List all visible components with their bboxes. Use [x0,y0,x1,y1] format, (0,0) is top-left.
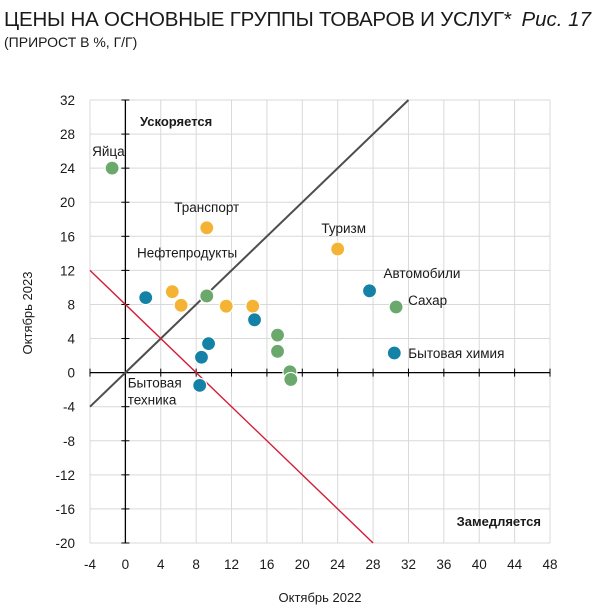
data-point [245,298,261,314]
figure-label: Рис. 17 [521,8,591,31]
x-tick-label: 28 [366,557,381,572]
point-label: Нефтепродукты [137,245,237,260]
data-point [283,371,299,388]
grid [89,99,551,544]
point-label: Автомобили [384,266,461,281]
y-tick-label: -4 [63,400,75,415]
chart-subtitle: (ПРИРОСТ В %, Г/Г) [4,34,138,50]
data-point [361,283,378,299]
tick-labels: -4 0 4 8 12 16 20 24 28 32 36 40 44 48-20-16-12-8-404… [55,93,557,572]
axes [89,99,551,544]
x-tick-label: 8 [192,557,200,572]
y-tick-label: 28 [60,127,75,142]
x-tick-label: 32 [401,557,416,572]
y-tick-label: 16 [60,229,75,244]
x-tick-label: 44 [507,557,523,572]
x-tick-label: 40 [472,557,487,572]
x-tick-label: 20 [295,557,310,572]
data-point [199,220,215,236]
point-label: Туризм [321,221,366,236]
x-tick-label: -4 [84,557,96,572]
data-point [388,299,404,315]
chart-title: ЦЕНЫ НА ОСНОВНЫЕ ГРУППЫ ТОВАРОВ И УСЛУГ* [4,8,512,31]
data-point [199,288,215,304]
x-tick-label: 16 [259,557,274,572]
y-tick-label: 4 [67,332,75,347]
data-point [269,343,286,359]
region-label-lower: Замедляется [457,514,541,529]
y-tick-label: -16 [55,502,75,517]
x-tick-label: 0 [122,557,130,572]
y-tick-label: 20 [60,195,75,210]
x-tick-label: 4 [157,557,165,572]
y-tick-label: 0 [67,366,75,381]
reference-line-red [89,269,374,544]
data-point [193,349,210,365]
data-points [104,160,404,393]
data-point [173,297,189,313]
point-label: Яйца [92,144,125,159]
y-tick-label: -12 [55,468,75,483]
region-label-upper: Ускоряется [140,114,212,129]
data-point [104,160,120,176]
x-tick-label: 36 [436,557,451,572]
y-tick-label: -20 [55,536,75,551]
data-point [246,312,263,328]
data-point [200,336,217,352]
y-tick-label: -8 [63,434,75,449]
x-axis-label: Октябрь 2022 [279,590,362,605]
y-tick-label: 12 [60,263,75,278]
reference-lines [89,99,410,544]
y-tick-label: 8 [67,297,75,312]
point-labels: Яйца Транспорт Туризм Нефтепродукты Бытовая т… [92,144,504,407]
point-label: Бытовая техника [128,375,182,407]
data-point [138,290,154,306]
y-tick-label: 24 [60,161,76,176]
data-point [164,284,180,300]
point-label: Бытовая химия [408,346,504,361]
data-point [192,377,208,393]
point-label: Сахар [408,293,447,308]
x-tick-label: 24 [330,557,346,572]
data-point [269,327,286,343]
data-point [386,345,402,361]
reference-line-diagonal [89,99,410,408]
data-point [330,241,346,257]
y-axis-label: Октябрь 2023 [20,272,35,355]
y-tick-label: 32 [60,93,75,108]
point-label: Транспорт [174,200,239,215]
data-point [218,298,234,314]
x-tick-label: 12 [224,557,239,572]
x-tick-label: 48 [542,557,557,572]
